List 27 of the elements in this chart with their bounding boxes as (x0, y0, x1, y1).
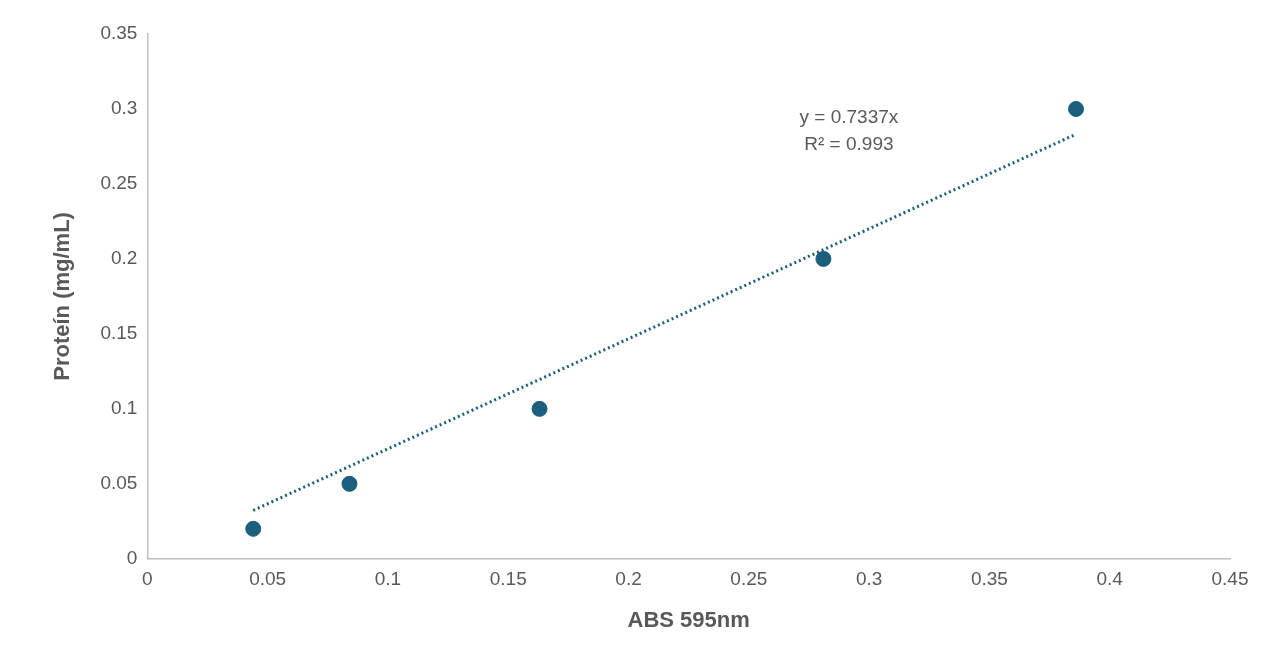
point (1068, 100, 1085, 117)
x-axis-title: ABS 595nm (627, 606, 750, 632)
y-tick-label: 0.2 (110, 247, 138, 269)
y-axis-title: Proteín (mg/mL) (49, 212, 75, 381)
x-tick-label: 0 (142, 568, 153, 590)
x-tick-label: 0.05 (249, 568, 287, 590)
y-tick-label: 0.3 (110, 97, 138, 119)
x-tick-label: 0.3 (855, 568, 883, 590)
x-tick-label: 0.2 (615, 568, 642, 590)
point (531, 400, 548, 417)
y-tick-label: 0.1 (110, 397, 138, 419)
annotation: R² = 0.993 (804, 133, 894, 155)
x-tick-label: 0.15 (489, 568, 527, 590)
x-tick-label: 0.45 (1211, 568, 1249, 590)
point (341, 475, 358, 492)
x-tick-label: 0.4 (1096, 568, 1124, 590)
x-tick-label: 0.1 (374, 568, 402, 590)
y-tick-label: 0.35 (100, 22, 138, 44)
point (245, 520, 262, 537)
y-tick-label: 0.25 (100, 172, 138, 194)
y-tick-label: 0 (126, 547, 138, 569)
y-tick-label: 0.15 (100, 322, 138, 344)
annotation: y = 0.7337x (799, 106, 899, 128)
y-tick-label: 0.05 (100, 472, 138, 494)
point (815, 250, 832, 267)
x-tick-label: 0.35 (970, 568, 1008, 590)
x-tick-label: 0.25 (730, 568, 768, 590)
